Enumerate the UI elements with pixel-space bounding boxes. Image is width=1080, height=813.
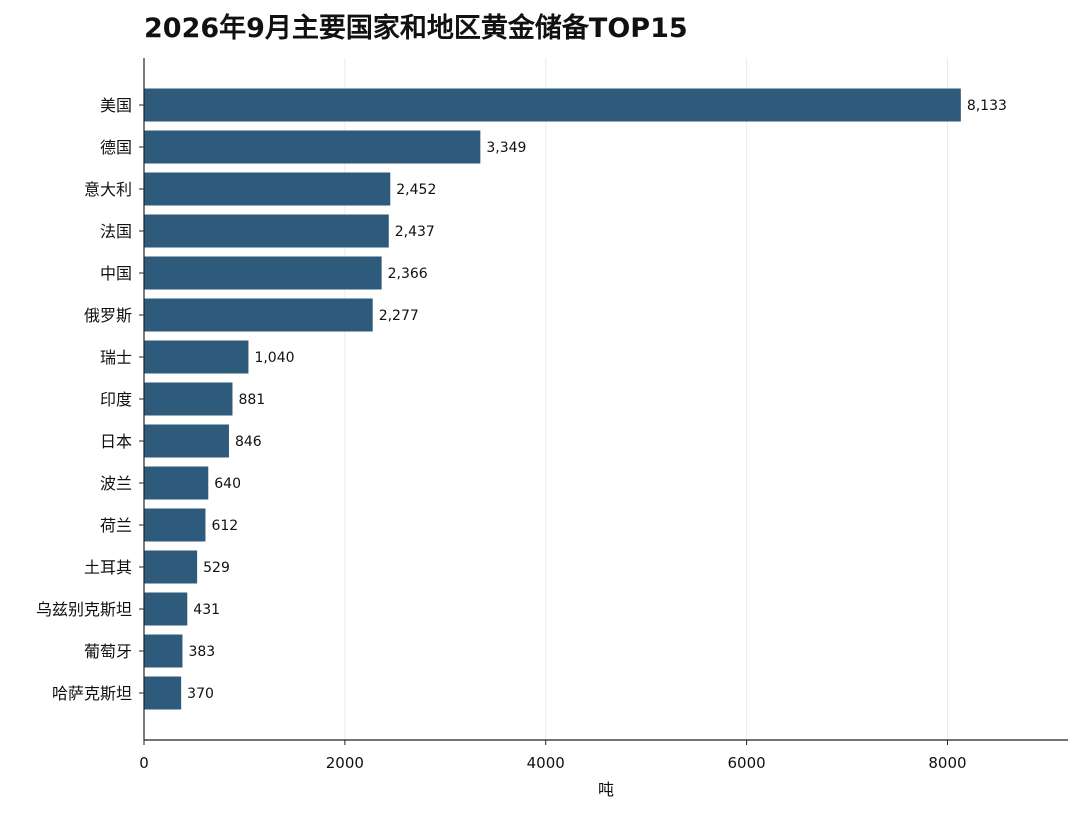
value-labels-group: 8,133 3,349 2,452 2,437 2,366 2,277 1,040 881 84… (187, 98, 1007, 702)
bar-7 (144, 382, 233, 416)
bar-4 (144, 256, 382, 290)
value-label-14: 370 (187, 686, 214, 702)
category-label-1: 德国 (100, 138, 132, 157)
value-label-12: 431 (193, 602, 220, 618)
category-label-11: 土耳其 (84, 558, 132, 577)
bar-3 (144, 214, 389, 248)
x-tick-label-3: 6000 (728, 754, 766, 772)
category-label-2: 意大利 (84, 180, 132, 199)
value-label-7: 881 (238, 392, 265, 408)
value-label-3: 2,437 (395, 224, 435, 240)
bar-6 (144, 340, 249, 374)
x-tick-label-0: 0 (139, 754, 149, 772)
bar-14 (144, 676, 182, 710)
value-label-6: 1,040 (254, 350, 294, 366)
axes-group (143, 58, 1068, 741)
category-label-8: 日本 (100, 432, 132, 451)
value-label-4: 2,366 (388, 266, 428, 282)
value-label-8: 846 (235, 434, 262, 450)
x-axis-title: 吨 (598, 780, 614, 799)
bar-8 (144, 424, 229, 458)
x-tick-label-1: 2000 (326, 754, 364, 772)
value-label-13: 383 (188, 644, 215, 660)
x-tick-label-4: 8000 (928, 754, 966, 772)
category-label-0: 美国 (100, 96, 132, 115)
value-label-11: 529 (203, 560, 230, 576)
bar-12 (144, 592, 188, 626)
x-ticks-group: 0 2000 4000 6000 8000 (139, 740, 967, 772)
value-label-1: 3,349 (486, 140, 526, 156)
value-label-2: 2,452 (396, 182, 436, 198)
category-labels-group: 美国德国意大利法国中国俄罗斯瑞士印度日本波兰荷兰土耳其乌兹别克斯坦葡萄牙哈萨克斯… (36, 96, 144, 703)
bar-11 (144, 550, 198, 584)
bar-0 (144, 88, 961, 122)
bars-group (144, 88, 961, 710)
category-label-14: 哈萨克斯坦 (52, 684, 132, 703)
category-label-5: 俄罗斯 (84, 306, 132, 325)
value-label-5: 2,277 (379, 308, 419, 324)
value-label-10: 612 (211, 518, 238, 534)
value-label-9: 640 (214, 476, 241, 492)
category-label-13: 葡萄牙 (84, 642, 132, 661)
value-label-0: 8,133 (967, 98, 1007, 114)
bar-5 (144, 298, 373, 332)
category-label-7: 印度 (100, 390, 132, 409)
category-label-4: 中国 (100, 264, 132, 283)
bar-13 (144, 634, 183, 668)
chart-title: 2026年9月主要国家和地区黄金储备TOP15 (144, 13, 688, 44)
bar-1 (144, 130, 481, 164)
category-label-9: 波兰 (100, 474, 132, 493)
category-label-3: 法国 (100, 222, 132, 241)
bar-9 (144, 466, 209, 500)
bar-10 (144, 508, 206, 542)
category-label-10: 荷兰 (100, 516, 132, 535)
category-label-12: 乌兹别克斯坦 (36, 600, 132, 619)
bar-2 (144, 172, 391, 206)
grid-lines (344, 58, 948, 740)
category-label-6: 瑞士 (100, 348, 132, 367)
x-tick-label-2: 4000 (527, 754, 565, 772)
